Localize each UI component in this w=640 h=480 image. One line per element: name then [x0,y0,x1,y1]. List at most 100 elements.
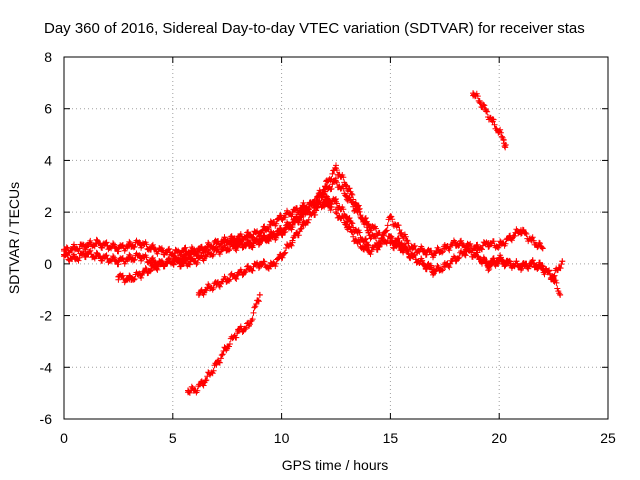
data-point [148,245,155,252]
data-point [71,245,78,252]
data-point [409,245,416,252]
plot-frame [63,56,609,420]
data-point [354,240,361,247]
data-point [483,108,490,115]
data-point [517,227,524,234]
x-axis-label: GPS time / hours [282,457,389,473]
series-markers [61,162,436,276]
data-point [126,242,133,249]
y-axis-label: SDTVAR / TECUs [6,182,22,294]
x-tick-label: 5 [169,430,177,446]
data-point [115,273,122,280]
data-point [213,281,220,288]
data-point [289,219,296,226]
data-point [278,214,285,221]
x-tick-labels: 0 5 10 15 20 25 [60,430,616,446]
data-point [430,250,437,257]
data-point [224,343,231,350]
data-point [137,240,144,247]
data-point [169,258,176,265]
data-point [398,229,405,236]
series-markers [470,90,509,151]
data-point [289,209,296,216]
y-tick-label: 2 [44,204,52,220]
data-point [137,271,144,278]
data-point [245,232,252,239]
data-point [115,258,122,265]
data-point [311,198,318,205]
data-point [169,250,176,257]
chart-title: Day 360 of 2016, Sidereal Day-to-day VTE… [44,20,585,37]
data-point [322,196,329,203]
series-arc-6 [333,206,546,261]
data-point [300,222,307,229]
data-point [409,253,416,260]
data-point [180,247,187,254]
data-point [202,377,209,384]
data-point [539,245,546,252]
data-point [300,209,307,216]
data-point [82,242,89,249]
data-point [539,266,546,273]
data-point [224,276,231,283]
data-point [502,141,509,148]
data-point [245,240,252,247]
series-markers [333,206,545,261]
data-point [333,178,339,185]
data-point [387,214,394,221]
series-arc-2 [61,162,437,276]
y-tick-label: -4 [40,359,53,375]
data-point [311,209,318,216]
data-series [61,90,566,396]
data-point [148,266,155,273]
data-point [517,263,524,270]
data-point [93,240,100,247]
data-point [202,253,209,260]
y-tick-labels: -6 -4 -2 0 2 4 6 8 [40,49,53,427]
data-point [224,245,231,252]
series-arc-9 [474,249,566,282]
data-point [71,255,78,262]
data-point [256,291,263,298]
data-point [104,255,111,262]
data-point [191,258,198,265]
data-point [126,276,133,283]
data-point [496,255,503,262]
data-point [333,209,339,216]
data-point [441,245,448,252]
data-point [256,237,263,244]
data-point [224,237,231,244]
data-point [376,242,383,249]
data-point [500,136,507,143]
data-point [191,387,198,394]
data-point [550,273,557,280]
data-point [82,250,89,257]
data-point [463,247,470,254]
data-point [213,361,220,368]
y-tick-label: -6 [40,411,53,427]
y-tick-label: -2 [40,308,53,324]
series-markers [185,297,262,396]
data-point [485,260,492,267]
data-point [235,271,242,278]
y-tick-label: 0 [44,256,52,272]
data-point [191,250,198,257]
data-point [489,118,496,125]
x-tick-label: 20 [491,430,507,446]
data-point [158,260,165,267]
x-tick-label: 25 [600,430,616,446]
data-point [267,222,274,229]
data-point [202,286,209,293]
data-point [496,128,503,135]
data-point [213,247,220,254]
data-point [476,97,483,104]
data-point [245,322,252,329]
data-point [333,165,339,172]
data-point [365,247,372,254]
data-point [452,240,459,247]
data-point [420,260,427,267]
data-point [470,90,477,97]
data-point [267,263,274,270]
series-arc-5 [195,192,372,298]
